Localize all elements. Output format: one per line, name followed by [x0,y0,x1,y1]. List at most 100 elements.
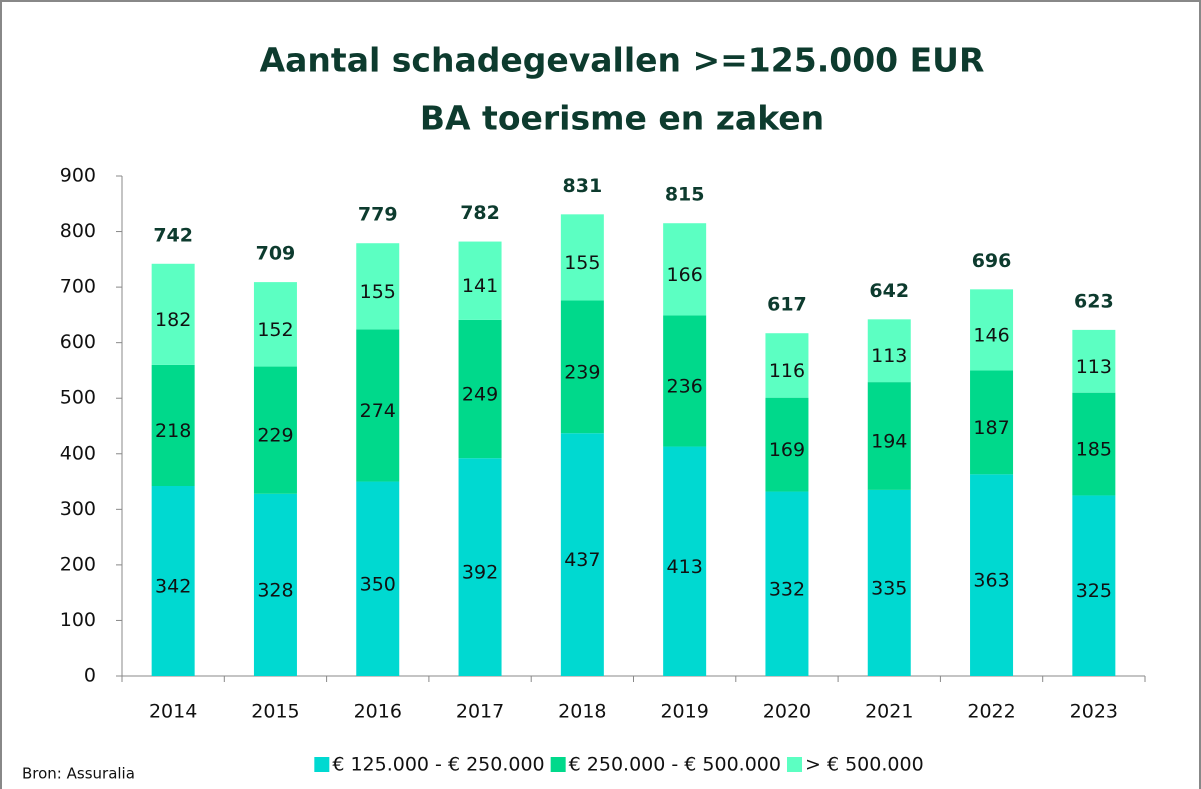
bar-segment [560,433,604,676]
data-label: 332 [769,578,805,600]
data-label: 236 [667,376,703,398]
data-label: 342 [155,576,191,598]
legend-swatch [787,757,803,772]
x-tick-label: 2016 [354,701,402,723]
y-tick-label: 600 [60,331,96,353]
y-tick-label: 700 [60,276,96,298]
legend-swatch [550,757,566,772]
total-label: 815 [665,184,705,206]
data-label: 274 [360,400,396,422]
x-tick-label: 2022 [967,701,1015,723]
x-tick-label: 2018 [558,701,606,723]
bar-segment [1072,495,1116,676]
total-label: 742 [153,224,193,246]
bar-segment [253,366,297,494]
data-label: 187 [973,417,1009,439]
data-label: 152 [257,319,293,341]
y-tick-label: 0 [84,665,96,687]
bar-segment [458,458,502,676]
data-label: 229 [257,425,293,447]
legend-swatch [314,757,330,772]
bar-segment [970,474,1014,676]
bar-segment [970,289,1014,371]
data-label: 146 [973,324,1009,346]
bar-segment [1072,329,1116,393]
y-tick-label: 100 [60,609,96,631]
bar-segment [151,486,195,676]
data-label: 185 [1076,439,1112,461]
total-label: 696 [972,250,1012,272]
x-tick-label: 2017 [456,701,504,723]
data-label: 363 [973,570,1009,592]
data-label: 437 [564,549,600,571]
data-label: 239 [564,361,600,383]
bar-segment [663,315,707,447]
chart-subtitle: BA toerisme en zaken [420,99,824,138]
bar-segment [356,329,400,482]
bar-segment [867,319,911,383]
y-tick-label: 900 [60,165,96,187]
total-label: 642 [869,280,909,302]
data-label: 113 [871,345,907,367]
chart-title: Aantal schadegevallen >=125.000 EUR [260,41,985,80]
bar-segment [1072,392,1116,496]
data-label: 182 [155,309,191,331]
data-label: 328 [257,579,293,601]
data-label: 249 [462,384,498,406]
total-label: 709 [256,243,296,265]
total-label: 779 [358,204,398,226]
data-label: 325 [1076,580,1112,602]
bar-segment [560,214,604,301]
legend-label: € 250.000 - € 500.000 [569,754,781,776]
data-label: 169 [769,439,805,461]
y-tick-label: 800 [60,220,96,242]
data-label: 194 [871,431,907,453]
bar-segment [970,370,1014,475]
x-tick-label: 2021 [865,701,913,723]
x-tick-label: 2023 [1070,701,1118,723]
data-label: 350 [360,573,396,595]
total-label: 782 [460,202,500,224]
bar-segment [560,300,604,434]
x-tick-label: 2015 [251,701,299,723]
bar-segment [867,382,911,490]
y-tick-label: 500 [60,387,96,409]
legend-label: € 125.000 - € 250.000 [332,754,544,776]
data-label: 166 [667,264,703,286]
bar-segment [765,491,809,676]
data-label: 413 [667,556,703,578]
bar-segment [663,446,707,676]
bar-segment [151,263,195,365]
total-label: 617 [767,294,807,316]
total-label: 831 [563,175,603,197]
total-label: 623 [1074,290,1114,312]
x-tick-label: 2019 [660,701,708,723]
x-tick-label: 2014 [149,701,197,723]
data-label: 155 [564,252,600,274]
y-tick-label: 200 [60,553,96,575]
data-label: 155 [360,281,396,303]
data-label: 116 [769,360,805,382]
source: Bron: Assuralia [22,765,135,783]
data-label: 218 [155,420,191,442]
bar-segment [356,481,400,676]
x-tick-label: 2020 [763,701,811,723]
data-label: 392 [462,562,498,584]
bar-segment [458,241,502,320]
bar-segment [356,243,400,330]
bar-segment [867,489,911,676]
y-tick-label: 300 [60,498,96,520]
data-label: 335 [871,577,907,599]
data-label: 113 [1076,356,1112,378]
bar-segment [253,493,297,676]
legend-label: > € 500.000 [805,754,924,776]
bar-segment [458,319,502,459]
bar-segment [253,282,297,367]
bar-segment [663,223,707,316]
bar-segment [151,364,195,486]
bar-segment [765,333,809,398]
data-label: 141 [462,275,498,297]
y-tick-label: 400 [60,442,96,464]
bar-segment [765,397,809,492]
